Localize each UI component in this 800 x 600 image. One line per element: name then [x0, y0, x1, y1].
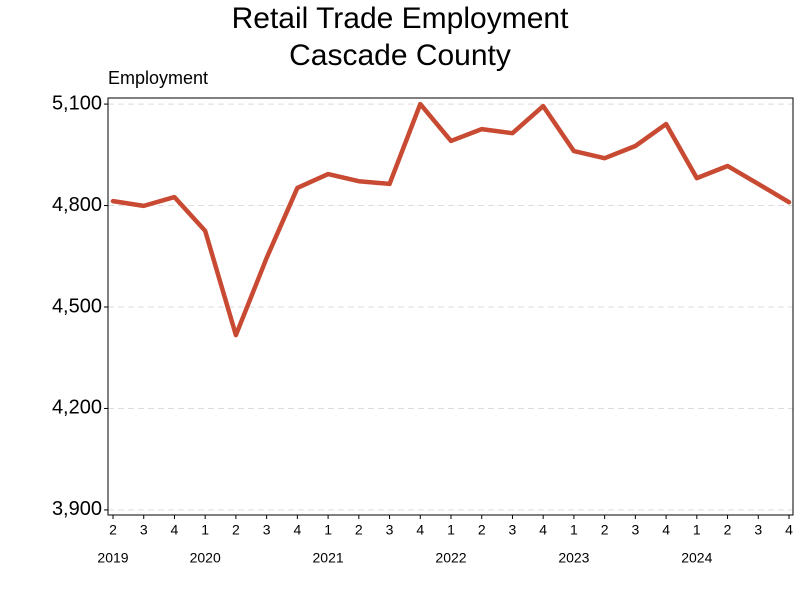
x-tick-label: 4 [785, 522, 793, 538]
y-tick-label: 5,100 [52, 92, 102, 114]
year-label: 2024 [681, 550, 712, 566]
y-axis-label: Employment [108, 68, 208, 88]
x-tick-label: 2 [109, 522, 117, 538]
year-label: 2019 [97, 550, 128, 566]
y-tick-label: 4,200 [52, 397, 102, 419]
x-tick-label: 3 [754, 522, 762, 538]
chart-title: Retail Trade Employment [232, 2, 569, 35]
x-tick-label: 1 [201, 522, 209, 538]
x-tick-label: 3 [631, 522, 639, 538]
x-tick-label: 4 [293, 522, 301, 538]
x-tick-label: 4 [416, 522, 424, 538]
x-tick-label: 1 [447, 522, 455, 538]
y-tick-label: 4,500 [52, 295, 102, 317]
x-tick-label: 4 [171, 522, 179, 538]
x-tick-label: 4 [539, 522, 547, 538]
x-tick-label: 2 [232, 522, 240, 538]
x-tick-label: 2 [478, 522, 486, 538]
x-tick-label: 3 [509, 522, 517, 538]
x-tick-label: 1 [570, 522, 578, 538]
x-tick-label: 2 [724, 522, 732, 538]
year-label: 2022 [435, 550, 466, 566]
x-tick-label: 2 [355, 522, 363, 538]
y-tick-label: 4,800 [52, 194, 102, 216]
data-line [110, 101, 792, 338]
x-tick-label: 2 [601, 522, 609, 538]
year-label: 2021 [313, 550, 344, 566]
x-tick-label: 4 [662, 522, 670, 538]
year-label: 2020 [190, 550, 221, 566]
x-tick-label: 1 [693, 522, 701, 538]
year-label: 2023 [558, 550, 589, 566]
chart-subtitle: Cascade County [289, 39, 511, 72]
x-tick-label: 3 [263, 522, 271, 538]
x-tick-label: 3 [386, 522, 394, 538]
x-tick-label: 1 [324, 522, 332, 538]
y-tick-label: 3,900 [52, 498, 102, 520]
x-tick-label: 3 [140, 522, 148, 538]
